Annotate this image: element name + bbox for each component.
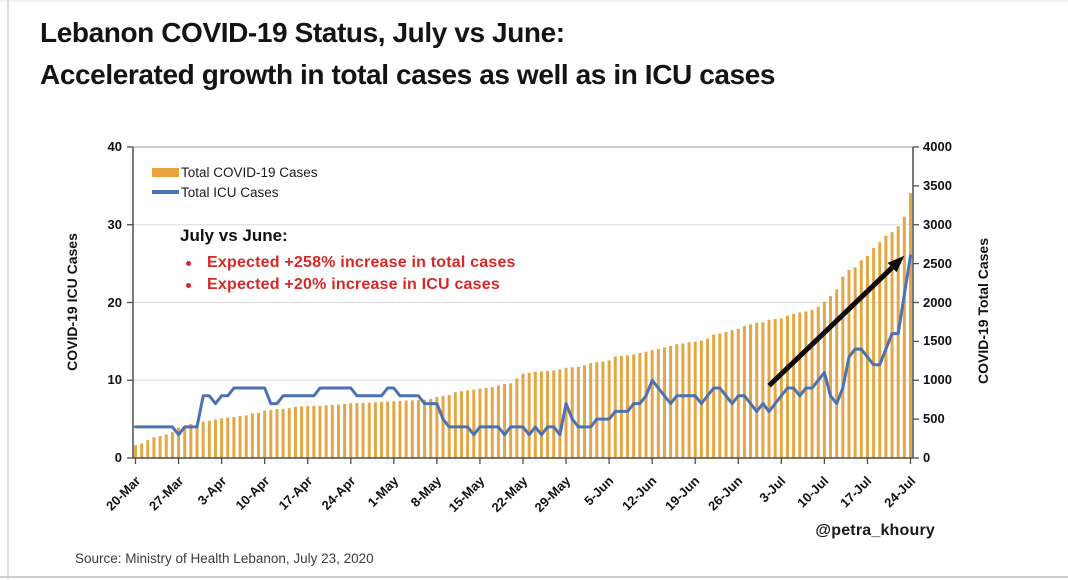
legend-swatch-bar	[152, 167, 179, 177]
right-axis-tick-label: 3000	[923, 216, 952, 232]
right-axis-tick-label: 3500	[923, 177, 952, 193]
right-axis-tick-label: 2000	[923, 294, 952, 310]
trend-arrow-head	[887, 255, 905, 273]
right-axis-tick-label: 2500	[923, 255, 952, 271]
annotation-box: July vs June: Expected +258% increase in…	[180, 226, 516, 296]
annotation-heading: July vs June:	[180, 226, 288, 245]
right-axis-tick-label: 1500	[923, 333, 952, 349]
left-axis-tick-label: 20	[107, 294, 122, 310]
legend: Total COVID-19 Cases Total ICU Cases	[152, 162, 318, 202]
right-axis-tick-label: 4000	[923, 139, 952, 154]
legend-item-total-cases: Total COVID-19 Cases	[152, 162, 318, 182]
legend-swatch-line	[152, 190, 179, 194]
chart-title: Lebanon COVID-19 Status, July vs June: A…	[40, 12, 1020, 96]
title-line-2: Accelerated growth in total cases as wel…	[40, 59, 776, 90]
left-axis-tick-label: 30	[107, 216, 122, 232]
icu-line-series	[134, 254, 912, 437]
legend-item-icu-cases: Total ICU Cases	[152, 182, 318, 202]
frame-top-line	[0, 0, 1068, 2]
right-axis-tick-label: 1000	[923, 372, 952, 388]
bars-series-total-cases	[134, 193, 912, 459]
legend-label: Total ICU Cases	[181, 184, 279, 200]
tick-marks	[127, 146, 919, 464]
frame-left-line	[7, 0, 9, 580]
source-note: Source: Ministry of Health Lebanon, July…	[75, 551, 374, 566]
frame-bottom-line	[0, 576, 1068, 578]
left-axis-tick-label: 40	[107, 139, 122, 154]
legend-label: Total COVID-19 Cases	[181, 164, 318, 180]
right-axis-tick-label: 500	[923, 411, 945, 427]
bullet-dot-icon	[186, 282, 191, 288]
right-axis-tick-label: 0	[923, 450, 931, 465]
title-line-1: Lebanon COVID-19 Status, July vs June:	[40, 17, 565, 48]
chart-area: Total COVID-19 Cases Total ICU Cases Jul…	[0, 130, 1068, 515]
annotation-bullet: Expected +258% increase in total cases	[180, 252, 516, 274]
trend-arrow-shaft	[767, 265, 894, 388]
left-axis-tick-label: 0	[114, 450, 122, 465]
attribution-handle: @petra_khoury	[815, 522, 935, 539]
left-axis-tick-label: 10	[107, 372, 122, 388]
right-axis-title: COVID-19 Total Cases	[975, 238, 991, 385]
bullet-dot-icon	[186, 260, 191, 266]
annotation-bullet: Expected +20% increase in ICU cases	[180, 274, 516, 296]
left-axis-title: COVID-19 ICU Cases	[64, 233, 80, 371]
